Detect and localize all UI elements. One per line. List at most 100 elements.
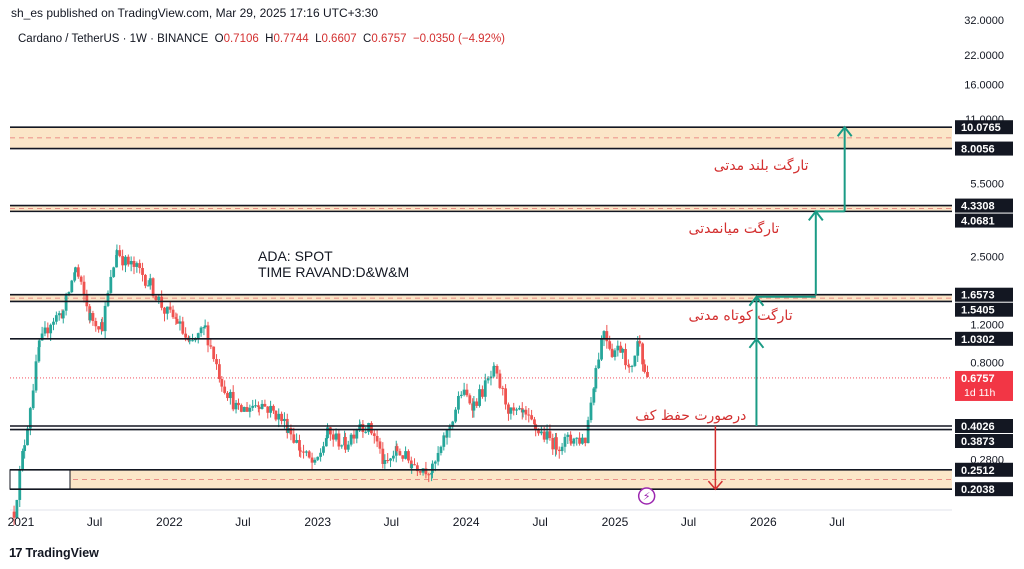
- candle-body: [124, 256, 127, 266]
- price-chart[interactable]: 10.0765 8.0056 4.3308 4.0681 1.6573 1.5405 1.0…: [0, 0, 1024, 540]
- candle-body: [231, 391, 235, 410]
- candle-body: [100, 322, 104, 332]
- candle-body: [280, 413, 283, 422]
- y-tick-label: 1.2000: [970, 320, 1004, 332]
- candle-body: [115, 254, 118, 268]
- candle-body: [616, 345, 620, 351]
- annotation-line-2: TIME RAVAND:D&W&M: [258, 264, 410, 280]
- candle-body: [181, 321, 185, 334]
- candle-body: [602, 331, 606, 340]
- candle-body: [202, 327, 206, 329]
- y-tick-label: 0.8000: [970, 357, 1004, 369]
- candle-body: [126, 256, 130, 265]
- level-tag-label: 4.3308: [961, 201, 995, 213]
- level-tag: [955, 462, 1013, 477]
- candle-body: [478, 389, 481, 406]
- candle-body: [542, 431, 546, 440]
- candle-body: [82, 281, 86, 295]
- candle-body: [375, 435, 379, 442]
- candle-body: [539, 431, 543, 434]
- candle-body: [575, 437, 579, 439]
- candle-body: [310, 457, 314, 463]
- candle-body: [465, 389, 469, 396]
- candle-body: [495, 365, 499, 374]
- x-tick-label: Jul: [87, 515, 102, 529]
- level-tag-label: 1.0302: [961, 334, 995, 346]
- y-tick-label: 11.0000: [965, 114, 1004, 126]
- candle-body: [349, 434, 353, 445]
- candle-body: [530, 415, 534, 420]
- candle-body: [361, 424, 365, 432]
- candle-body: [451, 421, 455, 427]
- candle-body: [521, 409, 525, 413]
- x-tick-label: Jul: [829, 515, 844, 529]
- candle-body: [370, 423, 373, 434]
- candle-body: [138, 263, 142, 269]
- candle-body: [518, 408, 521, 410]
- candle-body: [209, 345, 213, 347]
- candle-body: [619, 345, 623, 353]
- x-tick-label: 2026: [750, 515, 777, 529]
- candle-body: [442, 435, 446, 447]
- candle-body: [475, 401, 479, 406]
- candle-body: [507, 404, 510, 414]
- footer-brand[interactable]: 17 TradingView: [9, 545, 99, 560]
- candle-body: [386, 460, 390, 462]
- level-tag: [955, 434, 1013, 449]
- candle-body: [436, 452, 440, 462]
- candle-body: [79, 276, 83, 282]
- candle-body: [143, 274, 147, 286]
- candle-body: [534, 424, 538, 431]
- candle-body: [118, 250, 122, 257]
- candle-body: [277, 413, 281, 420]
- candle-body: [557, 449, 561, 452]
- candle-body: [533, 419, 536, 425]
- candle-body: [489, 376, 493, 379]
- candle-body: [46, 327, 50, 334]
- candle-body: [175, 318, 179, 324]
- candle-body: [326, 427, 329, 439]
- candle-body: [178, 321, 182, 324]
- candle-body: [188, 340, 192, 342]
- candle-body: [242, 407, 246, 412]
- candle-body: [12, 511, 16, 518]
- candle-body: [106, 292, 110, 306]
- candle-body: [545, 431, 549, 440]
- candle-body: [621, 349, 625, 353]
- candle-body: [226, 392, 229, 399]
- candle-body: [251, 405, 255, 408]
- candle-body: [583, 437, 587, 444]
- symbol-name[interactable]: Cardano / TetherUS · 1W · BINANCE: [18, 33, 209, 45]
- candle-body: [515, 409, 518, 411]
- annotation-text: ADA: SPOT TIME RAVAND:D&W&M: [258, 248, 409, 280]
- candle-body: [560, 446, 564, 452]
- candle-body: [498, 373, 502, 388]
- candles-layer: [12, 244, 649, 526]
- level-tag-label: 10.0765: [961, 122, 1001, 134]
- y-tick-label: 32.0000: [964, 15, 1004, 27]
- candle-body: [610, 348, 614, 357]
- target-label: تارگت میانمدتی: [689, 220, 780, 237]
- x-tick-label: 2021: [8, 515, 35, 529]
- candle-body: [52, 321, 55, 325]
- tradingview-logo-icon: 17: [9, 545, 23, 560]
- open-label: O: [214, 33, 224, 45]
- level-tag-label: 0.2038: [961, 484, 995, 496]
- candle-body: [91, 313, 95, 322]
- level-tag: [955, 419, 1013, 434]
- candle-body: [171, 309, 175, 318]
- candle-body: [64, 295, 68, 311]
- candle-body: [636, 341, 640, 356]
- candle-body: [597, 359, 601, 369]
- candle-body: [121, 256, 125, 266]
- candle-body: [448, 426, 452, 431]
- candle-body: [203, 325, 207, 328]
- levels-layer: 10.0765 8.0056 4.3308 4.0681 1.6573 1.5405 1.0…: [10, 120, 1013, 497]
- candle-body: [260, 403, 264, 409]
- candle-body: [509, 407, 513, 414]
- candle-body: [168, 306, 172, 310]
- candle-body: [157, 296, 161, 301]
- candle-body: [641, 343, 645, 365]
- candle-body: [404, 451, 407, 459]
- candle-body: [295, 440, 299, 443]
